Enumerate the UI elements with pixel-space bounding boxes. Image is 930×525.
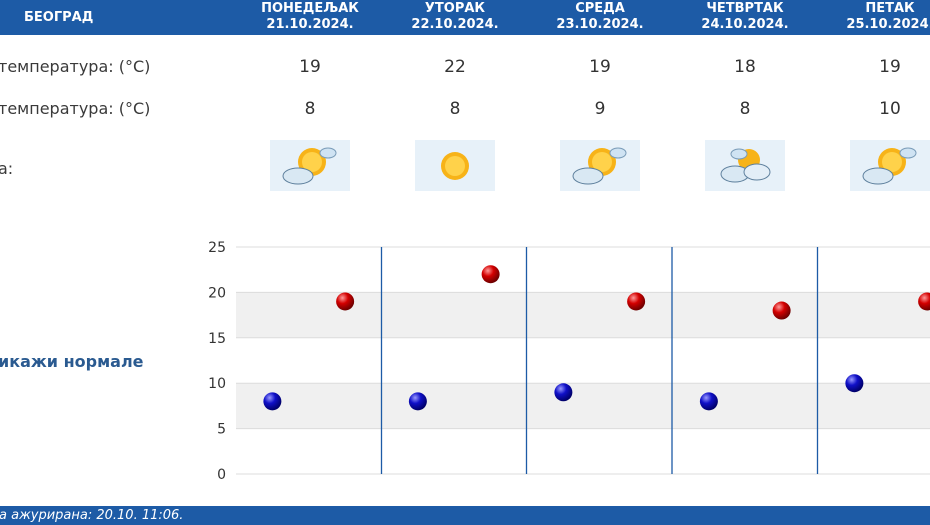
- day-date: 25.10.2024.: [846, 17, 930, 32]
- max-temp-point: [627, 292, 646, 311]
- day-name: СРЕДА: [575, 1, 625, 16]
- max-temp-value: 19: [879, 57, 901, 77]
- day-header-5: ПЕТАК 25.10.2024.: [817, 1, 930, 33]
- sunny-icon: [415, 140, 495, 191]
- max-temp-point: [918, 292, 930, 311]
- max-temp-point: [481, 265, 500, 284]
- cloudy-sun-icon: [705, 140, 785, 191]
- day-name: ПОНЕДЕЉАК: [261, 1, 359, 16]
- max-temp-value: 18: [734, 57, 756, 77]
- min-temp-point: [263, 392, 282, 411]
- y-tick-label: 10: [208, 376, 226, 392]
- min-temp-value: 8: [304, 99, 316, 119]
- day-name: УТОРАК: [424, 1, 486, 16]
- day-name: ПЕТАК: [865, 1, 915, 16]
- day-date: 22.10.2024.: [411, 17, 499, 32]
- grid-band: [236, 383, 930, 429]
- day-name: ЧЕТВРТАК: [706, 1, 784, 16]
- min-temp-value: 8: [739, 99, 751, 119]
- min-temp-label: температура: (°C): [0, 99, 151, 118]
- day-date: 23.10.2024.: [556, 17, 644, 32]
- max-temp-point: [336, 292, 355, 311]
- y-tick-label: 0: [217, 467, 226, 483]
- partly-cloudy-icon: [560, 140, 640, 191]
- max-temp-value: 19: [299, 57, 321, 77]
- weather-label: а:: [0, 159, 14, 178]
- y-tick-label: 5: [217, 422, 226, 438]
- partly-cloudy-icon: [850, 140, 930, 191]
- day-header-3: СРЕДА 23.10.2024.: [527, 1, 673, 33]
- day-date: 21.10.2024.: [266, 17, 354, 32]
- min-temp-value: 9: [594, 99, 606, 119]
- y-tick-label: 15: [208, 331, 226, 347]
- y-tick-label: 20: [208, 285, 226, 301]
- max-temp-value: 22: [444, 57, 466, 77]
- day-header-2: УТОРАК 22.10.2024.: [382, 1, 528, 33]
- min-temp-point: [554, 383, 573, 402]
- min-temp-value: 8: [449, 99, 461, 119]
- day-header-4: ЧЕТВРТАК 24.10.2024.: [672, 1, 818, 33]
- temperature-chart: 0 5 10 15 20 25: [208, 240, 930, 483]
- max-temp-point: [772, 301, 791, 320]
- city-name: БЕОГРАД: [24, 10, 94, 25]
- partly-cloudy-icon: [270, 140, 350, 191]
- last-updated-text: а ажурирана: 20.10. 11:06.: [0, 508, 184, 523]
- min-temp-value: 10: [879, 99, 901, 119]
- footer-bar: а ажурирана: 20.10. 11:06.: [0, 506, 930, 525]
- max-temp-label: температура: (°C): [0, 57, 151, 76]
- header-bar: БЕОГРАД ПОНЕДЕЉАК 21.10.2024. УТОРАК 22.…: [0, 0, 930, 35]
- min-temp-point: [845, 374, 864, 393]
- min-temp-point: [699, 392, 718, 411]
- y-tick-label: 25: [208, 240, 226, 256]
- day-date: 24.10.2024.: [701, 17, 789, 32]
- min-temp-point: [408, 392, 427, 411]
- show-normals-link[interactable]: икажи нормале: [0, 352, 144, 371]
- max-temp-value: 19: [589, 57, 611, 77]
- day-header-1: ПОНЕДЕЉАК 21.10.2024.: [237, 1, 383, 33]
